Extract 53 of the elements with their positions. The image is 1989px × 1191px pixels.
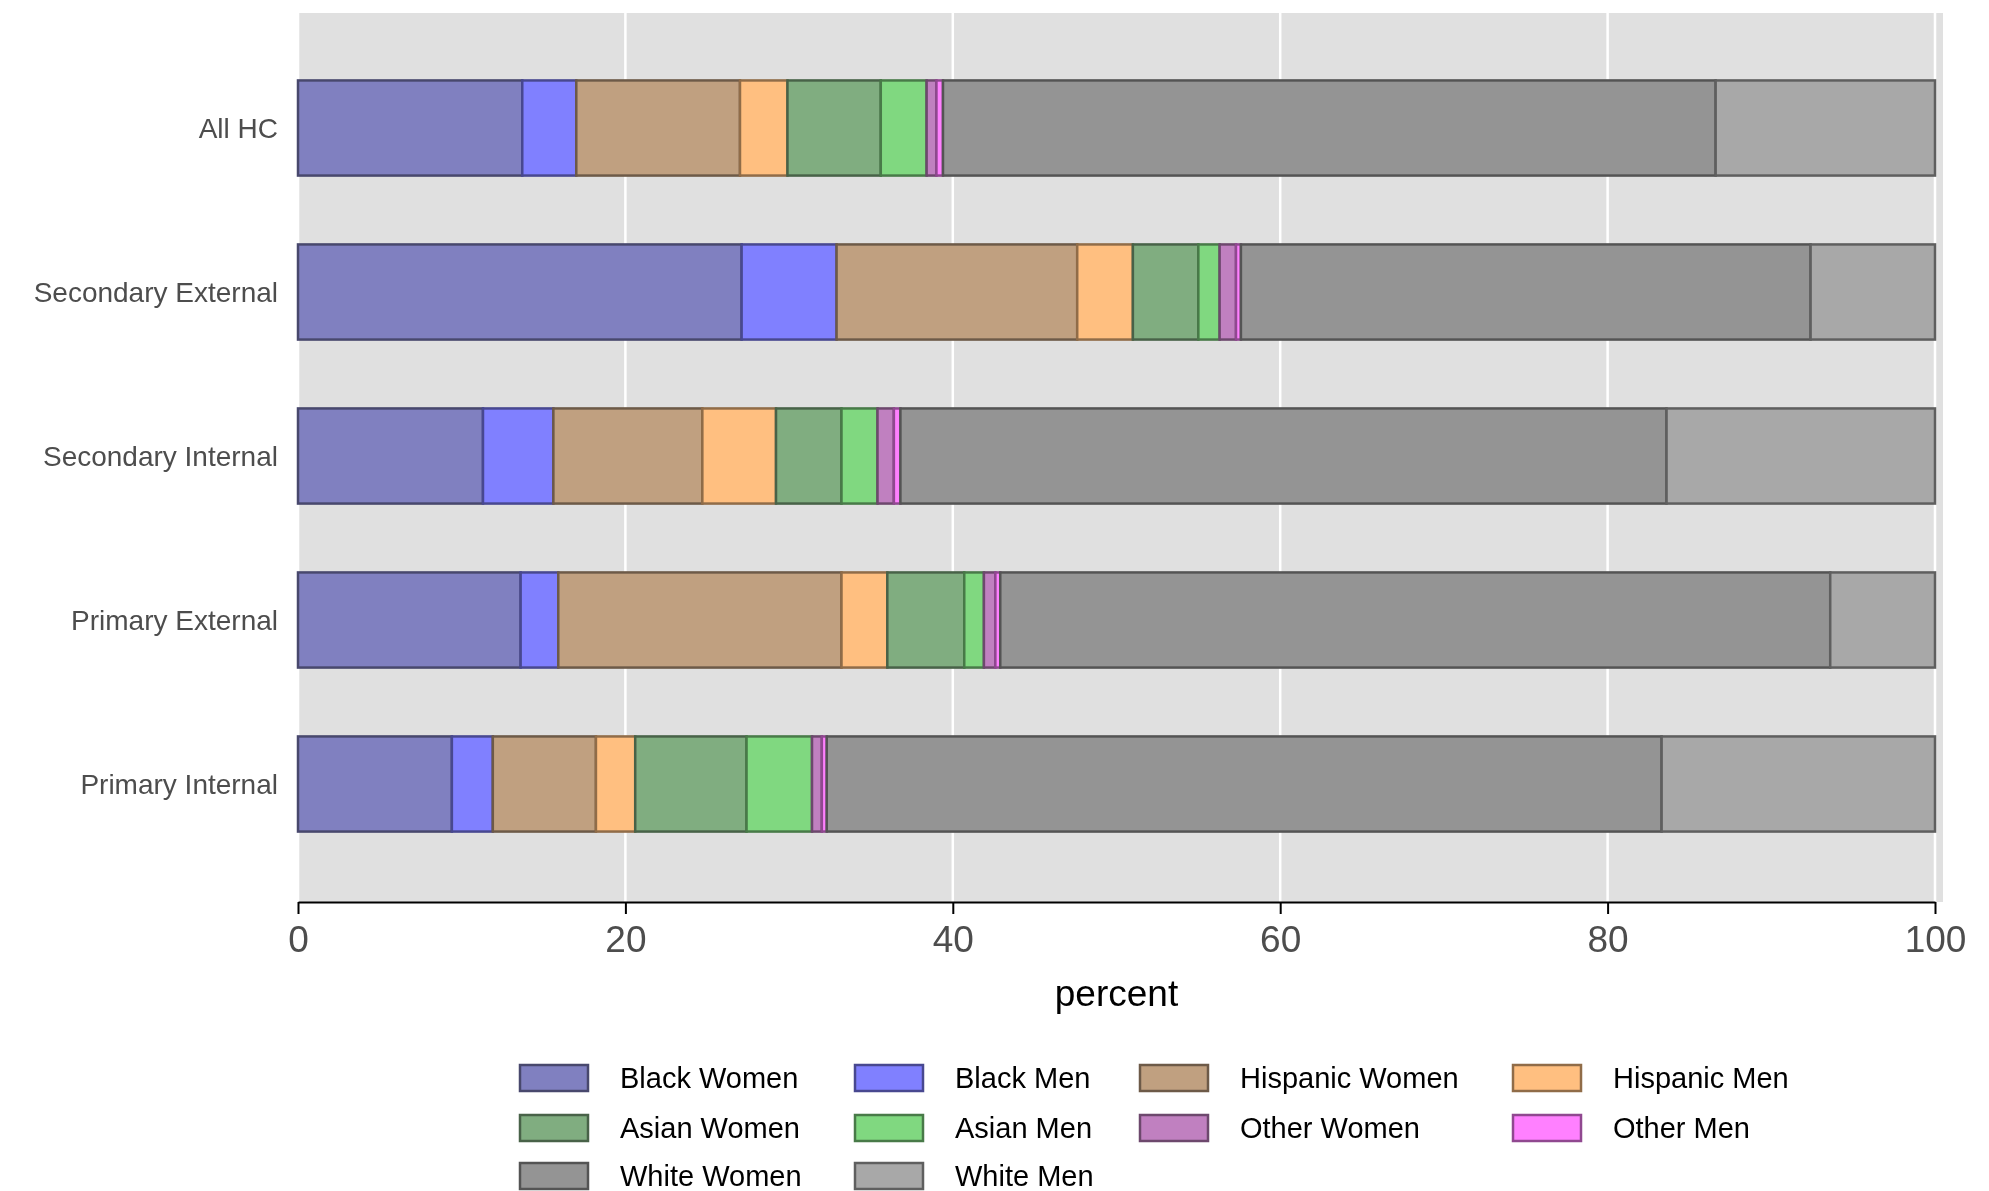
bar	[519, 571, 560, 669]
x-tick-label: 20	[605, 919, 647, 961]
bar	[879, 79, 928, 177]
bar	[840, 571, 889, 669]
bar	[840, 407, 879, 505]
x-tick-label: 0	[288, 919, 309, 961]
bar	[296, 79, 524, 177]
x-axis-title: percent	[1054, 973, 1179, 1014]
bar	[450, 735, 495, 833]
legend-label: White Men	[955, 1160, 1094, 1191]
bar	[740, 243, 838, 341]
y-tick-label: Secondary Internal	[42, 440, 278, 472]
bar	[876, 407, 896, 505]
bar	[575, 79, 742, 177]
bar	[963, 571, 986, 669]
legend-label: Other Women	[1240, 1112, 1420, 1145]
bar	[552, 407, 704, 505]
x-tick-label: 100	[1904, 919, 1967, 961]
bar	[1218, 243, 1238, 341]
bar	[491, 735, 598, 833]
y-tick-label: All HC	[198, 112, 278, 144]
legend-label: Asian Women	[620, 1112, 800, 1145]
bar	[774, 407, 843, 505]
bar	[296, 571, 522, 669]
bar	[701, 407, 778, 505]
bar	[296, 735, 454, 833]
x-tick-label: 40	[932, 919, 974, 961]
legend-label: Other Men	[1613, 1112, 1750, 1145]
legend-label: Asian Men	[955, 1112, 1093, 1145]
bar	[633, 735, 748, 833]
legend-label: White Women	[620, 1160, 802, 1191]
bar	[521, 79, 578, 177]
legend-label: Black Men	[955, 1062, 1091, 1095]
bar	[481, 407, 555, 505]
bar	[786, 79, 883, 177]
bar	[738, 79, 789, 177]
bar	[835, 243, 1079, 341]
bar	[594, 735, 637, 833]
bar	[1075, 243, 1135, 341]
y-tick-label: Primary Internal	[80, 768, 278, 800]
legend-label: Hispanic Women	[1240, 1062, 1459, 1095]
x-tick-label: 60	[1260, 919, 1302, 961]
bar	[557, 571, 843, 669]
y-tick-label: Primary External	[71, 604, 278, 636]
legend-label: Hispanic Men	[1613, 1062, 1789, 1095]
legend-label: Black Women	[620, 1062, 799, 1095]
bar	[886, 571, 966, 669]
bar	[1131, 243, 1200, 341]
bar	[296, 407, 485, 505]
x-tick-label: 80	[1587, 919, 1629, 961]
bar	[296, 243, 743, 341]
bar	[745, 735, 814, 833]
y-tick-label: Secondary External	[33, 276, 278, 308]
